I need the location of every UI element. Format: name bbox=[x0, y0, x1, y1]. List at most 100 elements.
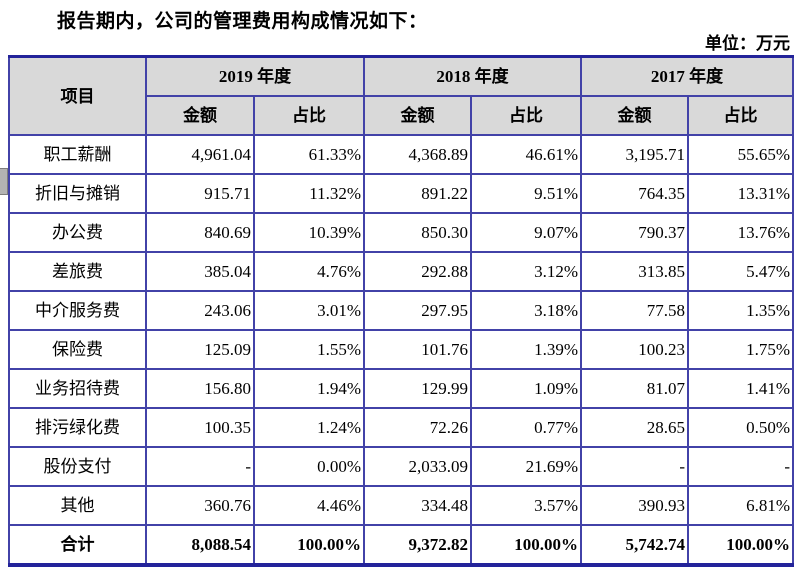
item-cell: 股份支付 bbox=[8, 446, 147, 487]
amount-2017-cell: - bbox=[580, 446, 689, 487]
amount-2017-cell: 390.93 bbox=[580, 485, 689, 526]
amount-2018-cell: 9,372.82 bbox=[363, 524, 472, 566]
col-header-ratio-2018: 占比 bbox=[470, 95, 582, 136]
ratio-2017-cell: 55.65% bbox=[687, 134, 794, 175]
ratio-2018-cell: 9.07% bbox=[470, 212, 582, 253]
ratio-2017-cell: - bbox=[687, 446, 794, 487]
amount-2019-cell: 100.35 bbox=[145, 407, 255, 448]
col-header-item: 项目 bbox=[8, 55, 147, 136]
table-body: 职工薪酬 4,961.04 61.33% 4,368.89 46.61% 3,1… bbox=[8, 134, 794, 566]
ratio-2018-cell: 46.61% bbox=[470, 134, 582, 175]
col-header-ratio-2017: 占比 bbox=[687, 95, 794, 136]
ratio-2017-cell: 0.50% bbox=[687, 407, 794, 448]
amount-2019-cell: 840.69 bbox=[145, 212, 255, 253]
amount-2018-cell: 4,368.89 bbox=[363, 134, 472, 175]
amount-2019-cell: 360.76 bbox=[145, 485, 255, 526]
item-cell: 排污绿化费 bbox=[8, 407, 147, 448]
ratio-2017-cell: 6.81% bbox=[687, 485, 794, 526]
item-cell: 其他 bbox=[8, 485, 147, 526]
table-row: 业务招待费 156.80 1.94% 129.99 1.09% 81.07 1.… bbox=[8, 368, 794, 409]
amount-2017-cell: 77.58 bbox=[580, 290, 689, 331]
ratio-2017-cell: 100.00% bbox=[687, 524, 794, 566]
amount-2017-cell: 764.35 bbox=[580, 173, 689, 214]
ratio-2018-cell: 3.12% bbox=[470, 251, 582, 292]
left-edge-handle bbox=[0, 168, 8, 195]
ratio-2018-cell: 1.39% bbox=[470, 329, 582, 370]
ratio-2018-cell: 100.00% bbox=[470, 524, 582, 566]
ratio-2019-cell: 10.39% bbox=[253, 212, 365, 253]
amount-2018-cell: 129.99 bbox=[363, 368, 472, 409]
amount-2017-cell: 5,742.74 bbox=[580, 524, 689, 566]
amount-2018-cell: 891.22 bbox=[363, 173, 472, 214]
col-header-amount-2017: 金额 bbox=[580, 95, 689, 136]
item-cell: 保险费 bbox=[8, 329, 147, 370]
ratio-2017-cell: 13.76% bbox=[687, 212, 794, 253]
ratio-2019-cell: 61.33% bbox=[253, 134, 365, 175]
ratio-2019-cell: 1.55% bbox=[253, 329, 365, 370]
table-row: 办公费 840.69 10.39% 850.30 9.07% 790.37 13… bbox=[8, 212, 794, 253]
ratio-2018-cell: 3.57% bbox=[470, 485, 582, 526]
amount-2018-cell: 334.48 bbox=[363, 485, 472, 526]
unit-label: 单位：万元 bbox=[705, 34, 790, 53]
table-row: 保险费 125.09 1.55% 101.76 1.39% 100.23 1.7… bbox=[8, 329, 794, 370]
ratio-2019-cell: 1.94% bbox=[253, 368, 365, 409]
amount-2017-cell: 313.85 bbox=[580, 251, 689, 292]
amount-2019-cell: 4,961.04 bbox=[145, 134, 255, 175]
amount-2017-cell: 81.07 bbox=[580, 368, 689, 409]
amount-2018-cell: 101.76 bbox=[363, 329, 472, 370]
item-cell: 业务招待费 bbox=[8, 368, 147, 409]
table-row: 差旅费 385.04 4.76% 292.88 3.12% 313.85 5.4… bbox=[8, 251, 794, 292]
ratio-2018-cell: 3.18% bbox=[470, 290, 582, 331]
col-header-amount-2018: 金额 bbox=[363, 95, 472, 136]
item-cell: 差旅费 bbox=[8, 251, 147, 292]
item-cell: 中介服务费 bbox=[8, 290, 147, 331]
ratio-2019-cell: 100.00% bbox=[253, 524, 365, 566]
ratio-2017-cell: 1.41% bbox=[687, 368, 794, 409]
header-row-subcols: 金额 占比 金额 占比 金额 占比 bbox=[9, 95, 794, 136]
table-row: 中介服务费 243.06 3.01% 297.95 3.18% 77.58 1.… bbox=[8, 290, 794, 331]
amount-2018-cell: 850.30 bbox=[363, 212, 472, 253]
intro-text: 报告期内，公司的管理费用构成情况如下： bbox=[57, 11, 428, 32]
ratio-2017-cell: 13.31% bbox=[687, 173, 794, 214]
ratio-2018-cell: 9.51% bbox=[470, 173, 582, 214]
amount-2019-cell: 385.04 bbox=[145, 251, 255, 292]
amount-2019-cell: 915.71 bbox=[145, 173, 255, 214]
col-header-2018: 2018 年度 bbox=[363, 55, 582, 97]
amount-2019-cell: 125.09 bbox=[145, 329, 255, 370]
ratio-2018-cell: 1.09% bbox=[470, 368, 582, 409]
col-header-2019: 2019 年度 bbox=[145, 55, 365, 97]
amount-2019-cell: 8,088.54 bbox=[145, 524, 255, 566]
amount-2019-cell: 156.80 bbox=[145, 368, 255, 409]
expense-table: 项目 2019 年度 2018 年度 2017 年度 金额 占比 金额 占比 金… bbox=[8, 55, 794, 567]
ratio-2017-cell: 1.35% bbox=[687, 290, 794, 331]
amount-2017-cell: 790.37 bbox=[580, 212, 689, 253]
table-header: 项目 2019 年度 2018 年度 2017 年度 金额 占比 金额 占比 金… bbox=[8, 55, 794, 136]
amount-2017-cell: 28.65 bbox=[580, 407, 689, 448]
ratio-2019-cell: 11.32% bbox=[253, 173, 365, 214]
item-cell: 合计 bbox=[8, 524, 147, 566]
table-row: 折旧与摊销 915.71 11.32% 891.22 9.51% 764.35 … bbox=[8, 173, 794, 214]
table-row: 其他 360.76 4.46% 334.48 3.57% 390.93 6.81… bbox=[8, 485, 794, 526]
item-cell: 职工薪酬 bbox=[8, 134, 147, 175]
amount-2017-cell: 3,195.71 bbox=[580, 134, 689, 175]
ratio-2019-cell: 1.24% bbox=[253, 407, 365, 448]
item-cell: 折旧与摊销 bbox=[8, 173, 147, 214]
amount-2018-cell: 2,033.09 bbox=[363, 446, 472, 487]
item-cell: 办公费 bbox=[8, 212, 147, 253]
amount-2019-cell: 243.06 bbox=[145, 290, 255, 331]
amount-2017-cell: 100.23 bbox=[580, 329, 689, 370]
header-row-years: 项目 2019 年度 2018 年度 2017 年度 bbox=[8, 55, 794, 136]
table-row: 股份支付 - 0.00% 2,033.09 21.69% - - bbox=[8, 446, 794, 487]
col-header-2017: 2017 年度 bbox=[580, 55, 794, 97]
amount-2018-cell: 292.88 bbox=[363, 251, 472, 292]
table-row: 排污绿化费 100.35 1.24% 72.26 0.77% 28.65 0.5… bbox=[8, 407, 794, 448]
ratio-2019-cell: 4.76% bbox=[253, 251, 365, 292]
ratio-2018-cell: 0.77% bbox=[470, 407, 582, 448]
col-header-ratio-2019: 占比 bbox=[253, 95, 365, 136]
ratio-2018-cell: 21.69% bbox=[470, 446, 582, 487]
table-row: 职工薪酬 4,961.04 61.33% 4,368.89 46.61% 3,1… bbox=[8, 134, 794, 175]
amount-2018-cell: 297.95 bbox=[363, 290, 472, 331]
amount-2018-cell: 72.26 bbox=[363, 407, 472, 448]
ratio-2019-cell: 3.01% bbox=[253, 290, 365, 331]
